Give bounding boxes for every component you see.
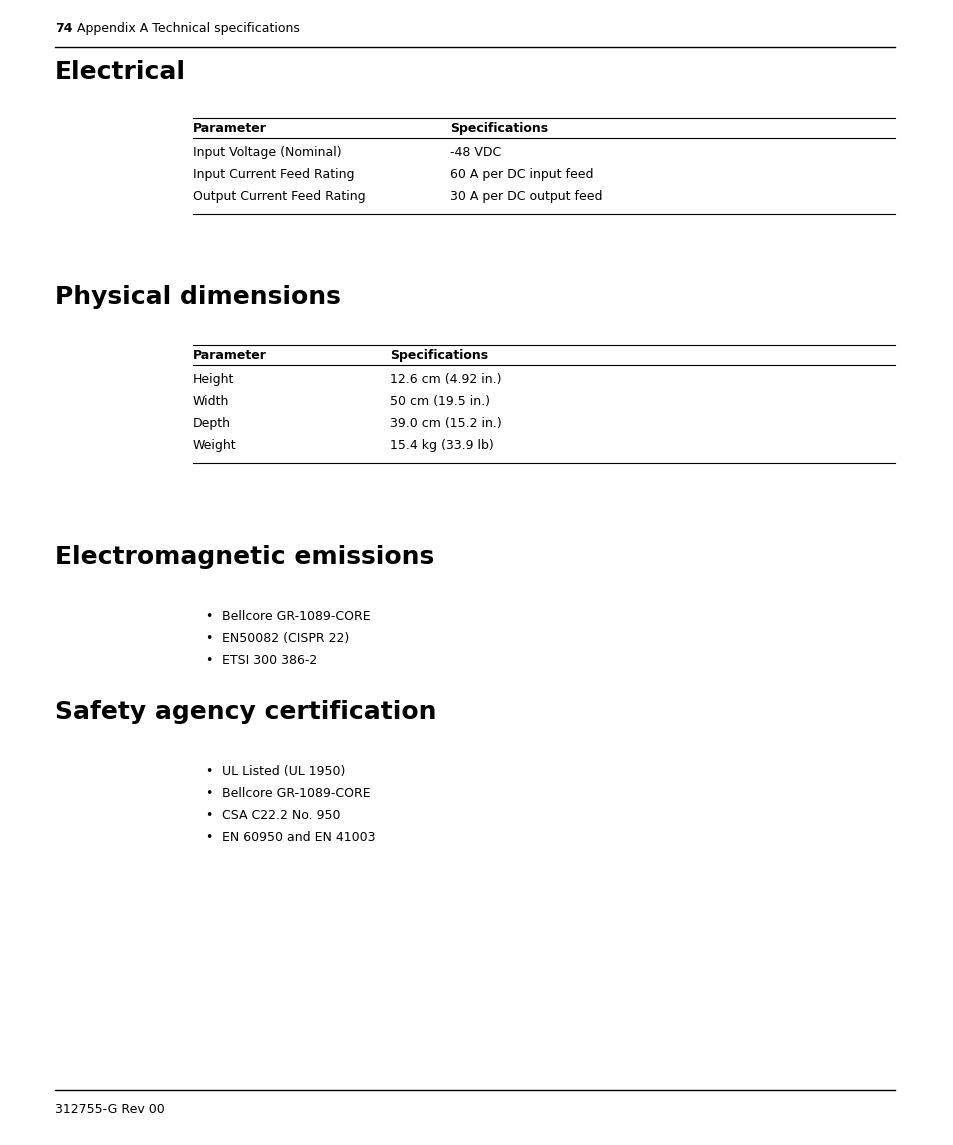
- Text: Input Voltage (Nominal): Input Voltage (Nominal): [193, 147, 341, 159]
- Text: Parameter: Parameter: [193, 123, 267, 135]
- Text: Safety agency certification: Safety agency certification: [55, 700, 436, 724]
- Text: Appendix A Technical specifications: Appendix A Technical specifications: [77, 22, 299, 35]
- Text: 30 A per DC output feed: 30 A per DC output feed: [450, 190, 602, 203]
- Text: ETSI 300 386-2: ETSI 300 386-2: [222, 654, 317, 668]
- Text: -48 VDC: -48 VDC: [450, 147, 500, 159]
- Text: Input Current Feed Rating: Input Current Feed Rating: [193, 168, 355, 181]
- Text: Depth: Depth: [193, 417, 231, 431]
- Text: •: •: [205, 787, 213, 800]
- Text: Bellcore GR-1089-CORE: Bellcore GR-1089-CORE: [222, 787, 370, 800]
- Text: •: •: [205, 831, 213, 844]
- Text: UL Listed (UL 1950): UL Listed (UL 1950): [222, 765, 345, 777]
- Text: •: •: [205, 610, 213, 623]
- Text: EN 60950 and EN 41003: EN 60950 and EN 41003: [222, 831, 375, 844]
- Text: Physical dimensions: Physical dimensions: [55, 285, 340, 309]
- Text: Width: Width: [193, 395, 229, 408]
- Text: Output Current Feed Rating: Output Current Feed Rating: [193, 190, 365, 203]
- Text: 60 A per DC input feed: 60 A per DC input feed: [450, 168, 593, 181]
- Text: Electrical: Electrical: [55, 60, 186, 84]
- Text: CSA C22.2 No. 950: CSA C22.2 No. 950: [222, 810, 340, 822]
- Text: 39.0 cm (15.2 in.): 39.0 cm (15.2 in.): [390, 417, 501, 431]
- Text: •: •: [205, 810, 213, 822]
- Text: 312755-G Rev 00: 312755-G Rev 00: [55, 1103, 165, 1116]
- Text: 15.4 kg (33.9 lb): 15.4 kg (33.9 lb): [390, 439, 494, 452]
- Text: 74: 74: [55, 22, 72, 35]
- Text: Bellcore GR-1089-CORE: Bellcore GR-1089-CORE: [222, 610, 370, 623]
- Text: Weight: Weight: [193, 439, 236, 452]
- Text: •: •: [205, 654, 213, 668]
- Text: Electromagnetic emissions: Electromagnetic emissions: [55, 545, 434, 569]
- Text: Height: Height: [193, 373, 234, 386]
- Text: 50 cm (19.5 in.): 50 cm (19.5 in.): [390, 395, 490, 408]
- Text: 12.6 cm (4.92 in.): 12.6 cm (4.92 in.): [390, 373, 501, 386]
- Text: EN50082 (CISPR 22): EN50082 (CISPR 22): [222, 632, 349, 645]
- Text: Specifications: Specifications: [450, 123, 548, 135]
- Text: •: •: [205, 765, 213, 777]
- Text: •: •: [205, 632, 213, 645]
- Text: Specifications: Specifications: [390, 349, 488, 362]
- Text: Parameter: Parameter: [193, 349, 267, 362]
